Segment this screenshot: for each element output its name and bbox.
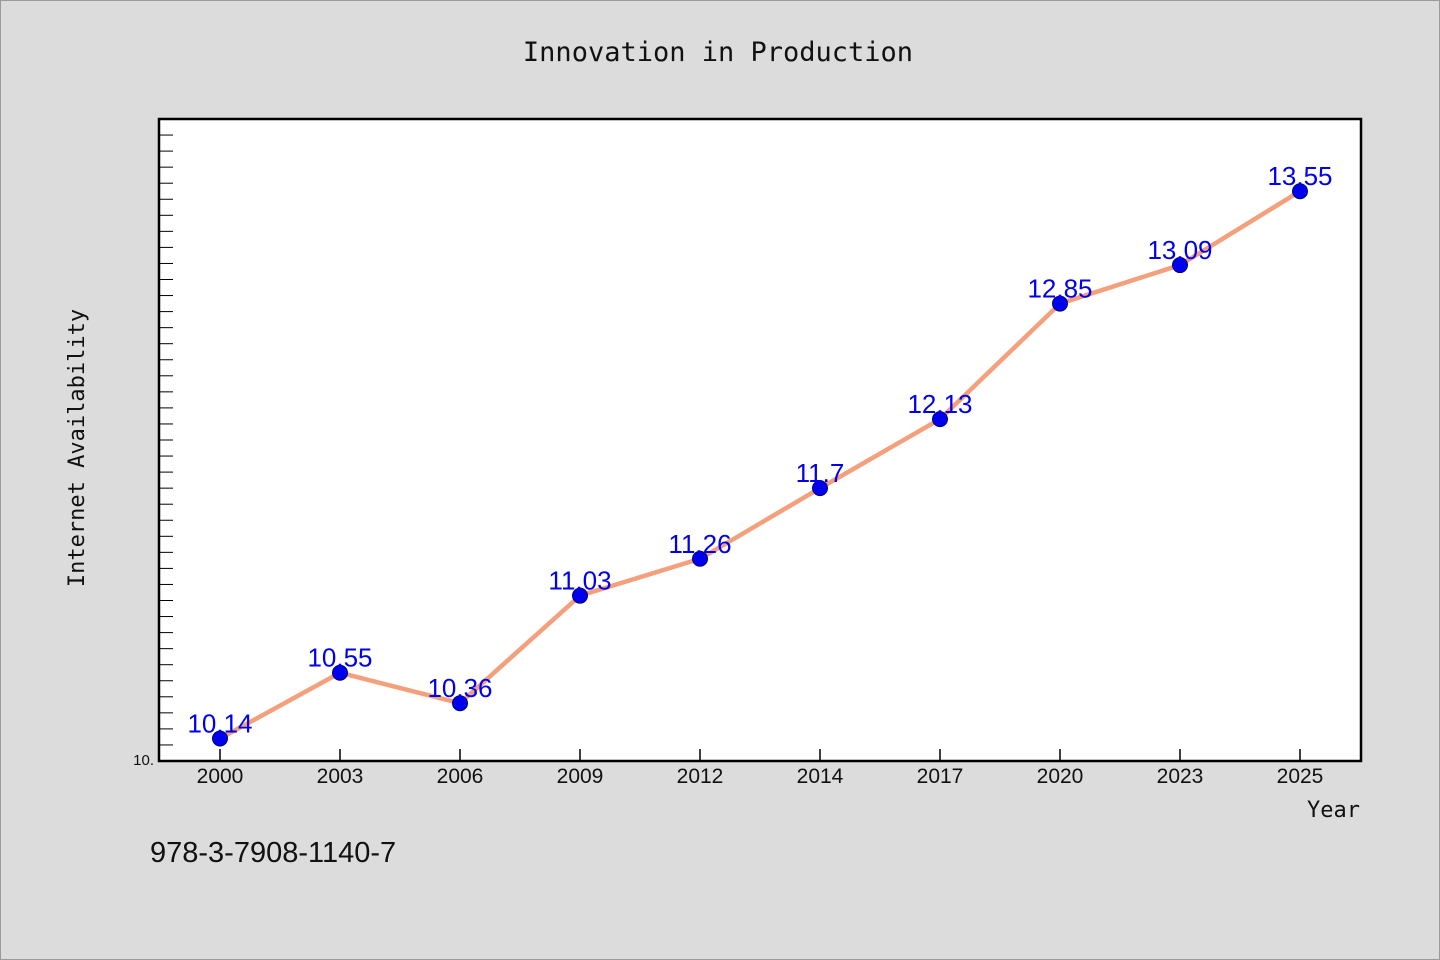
x-axis-ticks: 2000 2003 2006 2009 2012 2014 2017 2020 2023 2025 bbox=[197, 749, 1324, 788]
data-point bbox=[1172, 257, 1188, 274]
x-tick-label: 2020 bbox=[1037, 765, 1084, 788]
plot-area bbox=[157, 117, 1363, 763]
chart-title: Innovation in Production bbox=[523, 37, 913, 68]
x-tick-label: 2017 bbox=[917, 765, 964, 788]
y-tick-label: 10. bbox=[133, 752, 154, 769]
data-label: 10.55 bbox=[307, 643, 372, 673]
data-label: 10.36 bbox=[427, 673, 492, 703]
data-label: 12.13 bbox=[907, 389, 972, 419]
y-axis-ticks bbox=[159, 118, 173, 762]
data-point bbox=[692, 550, 708, 567]
data-point bbox=[932, 411, 948, 428]
data-label: 13.09 bbox=[1147, 235, 1212, 265]
x-tick-label: 2000 bbox=[197, 765, 244, 788]
data-label: 11.26 bbox=[668, 529, 731, 559]
series-markers bbox=[212, 183, 1308, 747]
y-axis-label: Internet Availability bbox=[65, 309, 90, 587]
data-point bbox=[452, 695, 468, 712]
data-label: 11.7 bbox=[796, 458, 845, 488]
data-point bbox=[1052, 295, 1068, 312]
data-point bbox=[212, 730, 228, 747]
series-line bbox=[218, 189, 1302, 741]
x-tick-label: 2023 bbox=[1157, 765, 1204, 788]
x-tick-label: 2012 bbox=[677, 765, 724, 788]
x-tick-label: 2003 bbox=[317, 765, 364, 788]
isbn-text: 978-3-7908-1140-7 bbox=[150, 837, 396, 869]
x-tick-label: 2006 bbox=[437, 765, 484, 788]
x-tick-label: 2014 bbox=[797, 765, 844, 788]
x-tick-label: 2025 bbox=[1277, 765, 1324, 788]
x-axis-label: Year bbox=[1307, 798, 1360, 823]
data-label: 11.03 bbox=[548, 566, 611, 596]
data-point bbox=[572, 587, 588, 604]
data-label: 10.14 bbox=[187, 709, 252, 739]
data-point bbox=[1292, 183, 1308, 200]
data-label: 13.55 bbox=[1267, 161, 1332, 191]
data-point bbox=[812, 480, 828, 497]
data-labels: 10.14 10.55 10.36 11.03 11.26 11.7 12.13 12.85 1… bbox=[187, 161, 1332, 738]
x-tick-label: 2009 bbox=[557, 765, 604, 788]
data-point bbox=[332, 664, 348, 681]
data-label: 12.85 bbox=[1027, 274, 1092, 304]
